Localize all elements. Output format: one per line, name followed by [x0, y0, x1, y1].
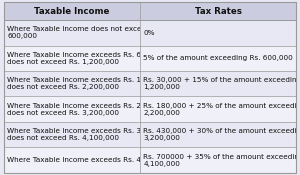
Text: Where Taxable Income exceeds Rs. 600,000 but
does not exceed Rs. 1,200,000: Where Taxable Income exceeds Rs. 600,000…	[7, 52, 181, 65]
Text: 5% of the amount exceeding Rs. 600,000: 5% of the amount exceeding Rs. 600,000	[143, 55, 293, 61]
Text: Rs. 700000 + 35% of the amount exceeding Rs.
4,100,000: Rs. 700000 + 35% of the amount exceeding…	[143, 153, 300, 167]
Bar	[140, 71, 296, 96]
Text: Where Taxable Income exceeds Rs. 3,200,000 but
does not exceed Rs. 4,100,000: Where Taxable Income exceeds Rs. 3,200,0…	[7, 128, 188, 141]
Text: Rs. 180,000 + 25% of the amount exceeding Rs.
2,200,000: Rs. 180,000 + 25% of the amount exceedin…	[143, 103, 300, 116]
Bar	[140, 2, 296, 20]
Text: Rs. 430,000 + 30% of the amount exceeding Rs.
3,200,000: Rs. 430,000 + 30% of the amount exceedin…	[143, 128, 300, 141]
Text: Where Taxable Income exceeds Rs. 1,200,000 but
does not exceed Rs. 2,200,000: Where Taxable Income exceeds Rs. 1,200,0…	[7, 77, 188, 90]
Bar	[4, 122, 140, 147]
Bar	[4, 20, 140, 46]
Bar	[4, 2, 140, 20]
Bar	[4, 46, 140, 71]
Text: Taxable Income: Taxable Income	[34, 7, 110, 16]
Text: Where Taxable Income exceeds Rs. 4,100,000: Where Taxable Income exceeds Rs. 4,100,0…	[7, 157, 173, 163]
Text: 0%: 0%	[143, 30, 155, 36]
Text: Rs. 30,000 + 15% of the amount exceeding Rs.
1,200,000: Rs. 30,000 + 15% of the amount exceeding…	[143, 77, 300, 90]
Bar	[4, 71, 140, 96]
Bar	[140, 147, 296, 173]
Bar	[4, 147, 140, 173]
Bar	[140, 96, 296, 122]
Bar	[4, 96, 140, 122]
Text: Tax Rates: Tax Rates	[195, 7, 242, 16]
Bar	[140, 46, 296, 71]
Text: Where Taxable Income does not exceed Rs.
600,000: Where Taxable Income does not exceed Rs.…	[7, 26, 164, 39]
Bar	[140, 122, 296, 147]
Bar	[140, 20, 296, 46]
Text: Where Taxable Income exceeds Rs. 2,200,000 but
does not exceed Rs. 3,200,000: Where Taxable Income exceeds Rs. 2,200,0…	[7, 103, 188, 116]
